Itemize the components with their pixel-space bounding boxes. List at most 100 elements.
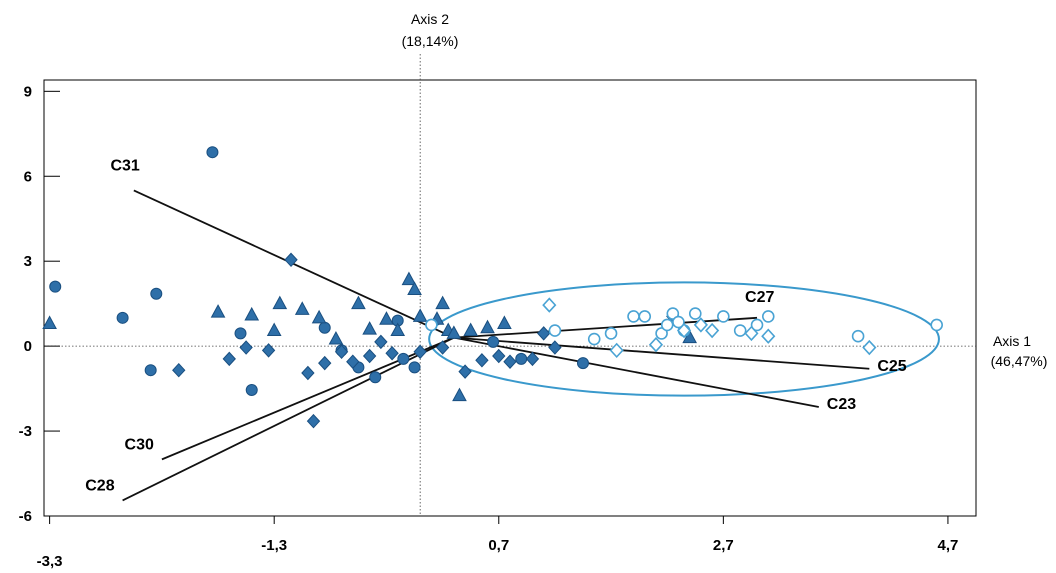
- open-circle-point: [666, 307, 680, 320]
- open-diamond-point: [609, 342, 624, 359]
- vector-line-c23: [453, 336, 819, 408]
- filled-circle-point: [234, 327, 247, 340]
- filled-diamond-point: [284, 252, 298, 268]
- filled-circle-point: [369, 371, 382, 384]
- filled-triangle-point: [351, 295, 366, 310]
- open-circle-point: [604, 327, 618, 340]
- filled-triangle-point: [452, 387, 467, 402]
- filled-circle-point: [49, 280, 62, 293]
- filled-triangle-point: [682, 329, 698, 344]
- filled-triangle-point: [463, 322, 479, 337]
- filled-circle-point: [318, 321, 331, 334]
- open-circle-point: [587, 332, 601, 346]
- open-diamond-point: [761, 328, 776, 344]
- filled-diamond-point: [548, 340, 562, 355]
- vector-label-c25: C25: [877, 358, 906, 375]
- filled-circle-point: [487, 335, 500, 348]
- filled-diamond-point: [503, 354, 517, 369]
- vector-label-c31: C31: [110, 157, 139, 174]
- open-circle-point: [717, 310, 730, 323]
- axis1-percent: (46,47%): [991, 353, 1048, 369]
- open-circle-point: [750, 318, 764, 332]
- filled-triangle-point: [272, 295, 288, 310]
- y-tick-label: -6: [19, 508, 32, 525]
- open-diamond-point: [862, 339, 877, 356]
- filled-diamond-point: [318, 355, 332, 371]
- plot-frame: [43, 79, 977, 517]
- y-tick-label: 6: [24, 168, 32, 185]
- open-diamond-point: [744, 325, 759, 342]
- vector-line-c25: [453, 336, 870, 370]
- filled-diamond-point: [458, 364, 472, 379]
- open-circle-point: [672, 315, 685, 329]
- filled-diamond-point: [301, 365, 315, 381]
- vector-line-c28: [122, 336, 455, 502]
- vector-label-c28: C28: [85, 477, 114, 494]
- y-tick-label: 3: [24, 253, 32, 270]
- filled-circle-point: [150, 287, 163, 300]
- vector-label-c30: C30: [125, 436, 154, 453]
- filled-circle-point: [206, 146, 219, 159]
- open-diamond-point: [542, 297, 557, 313]
- filled-diamond-point: [537, 326, 551, 341]
- x-tick-label: 2,7: [713, 537, 734, 554]
- filled-triangle-point: [497, 315, 512, 329]
- open-circle-point: [548, 324, 562, 337]
- filled-circle-point: [245, 384, 258, 397]
- reference-lines: [44, 54, 976, 516]
- vector-line-c27: [453, 316, 758, 339]
- open-circle-point: [733, 324, 747, 337]
- variable-vectors: C31 C30 C28 C27 C25 C23: [85, 157, 907, 502]
- filled-triangle-point: [210, 304, 226, 318]
- filled-triangle-point: [311, 309, 327, 324]
- axis2-title: Axis 2: [411, 11, 449, 27]
- x-tick-label: -1,3: [261, 537, 287, 554]
- vector-line-c31: [133, 189, 455, 339]
- y-tick-label: -3: [19, 423, 32, 440]
- filled-diamond-point: [413, 344, 427, 360]
- x-tick-label: 4,7: [937, 537, 958, 554]
- filled-triangle-point: [362, 321, 377, 335]
- open-diamond-point: [693, 317, 708, 333]
- filled-diamond-point: [374, 334, 388, 350]
- x-tick-label: -3,3: [37, 553, 63, 570]
- filled-triangle-point: [328, 331, 344, 345]
- open-circle-point: [660, 318, 674, 332]
- filled-triangle-point: [266, 322, 282, 337]
- open-circle-point: [761, 310, 775, 323]
- filled-circle-point: [144, 364, 157, 377]
- filled-diamond-point: [346, 354, 360, 369]
- y-tick-label: 9: [24, 83, 32, 100]
- filled-triangle-point: [390, 322, 406, 337]
- axis2-percent: (18,14%): [402, 33, 459, 49]
- filled-circle-point: [576, 357, 589, 370]
- cluster-ellipse-layer: [428, 281, 940, 397]
- axis-ticks: 9 6 3 0 -3 -6 -3,3 -1,3 0,7 2,7 4,7: [19, 83, 959, 570]
- filled-triangle-point: [407, 281, 422, 296]
- filled-diamond-point: [239, 340, 253, 355]
- filled-circle-point: [116, 311, 129, 324]
- cluster-ellipse: [428, 281, 940, 397]
- vector-label-c27: C27: [745, 289, 774, 306]
- y-tick-label: 0: [24, 338, 32, 355]
- filled-triangle-point: [412, 308, 428, 322]
- filled-diamond-point: [525, 351, 540, 367]
- open-circle-point: [638, 310, 652, 323]
- open-diamond-point: [705, 322, 720, 339]
- filled-circle-point: [397, 352, 410, 365]
- filled-triangle-point: [480, 319, 495, 334]
- filled-triangle-point: [42, 315, 57, 329]
- filled-diamond-point: [385, 345, 399, 361]
- filled-triangle-point: [379, 311, 394, 325]
- open-diamond-point: [648, 337, 664, 353]
- open-diamond-point: [676, 322, 692, 339]
- filled-diamond-point: [362, 348, 377, 364]
- open-circle-point: [425, 318, 438, 332]
- open-circle-point: [655, 327, 668, 340]
- open-circle-point: [688, 307, 702, 320]
- filled-triangle-point: [294, 301, 310, 315]
- filled-diamond-point: [172, 362, 186, 378]
- filled-triangle-point: [435, 295, 450, 310]
- filled-triangle-point: [401, 271, 417, 286]
- filled-diamond-point: [435, 340, 450, 355]
